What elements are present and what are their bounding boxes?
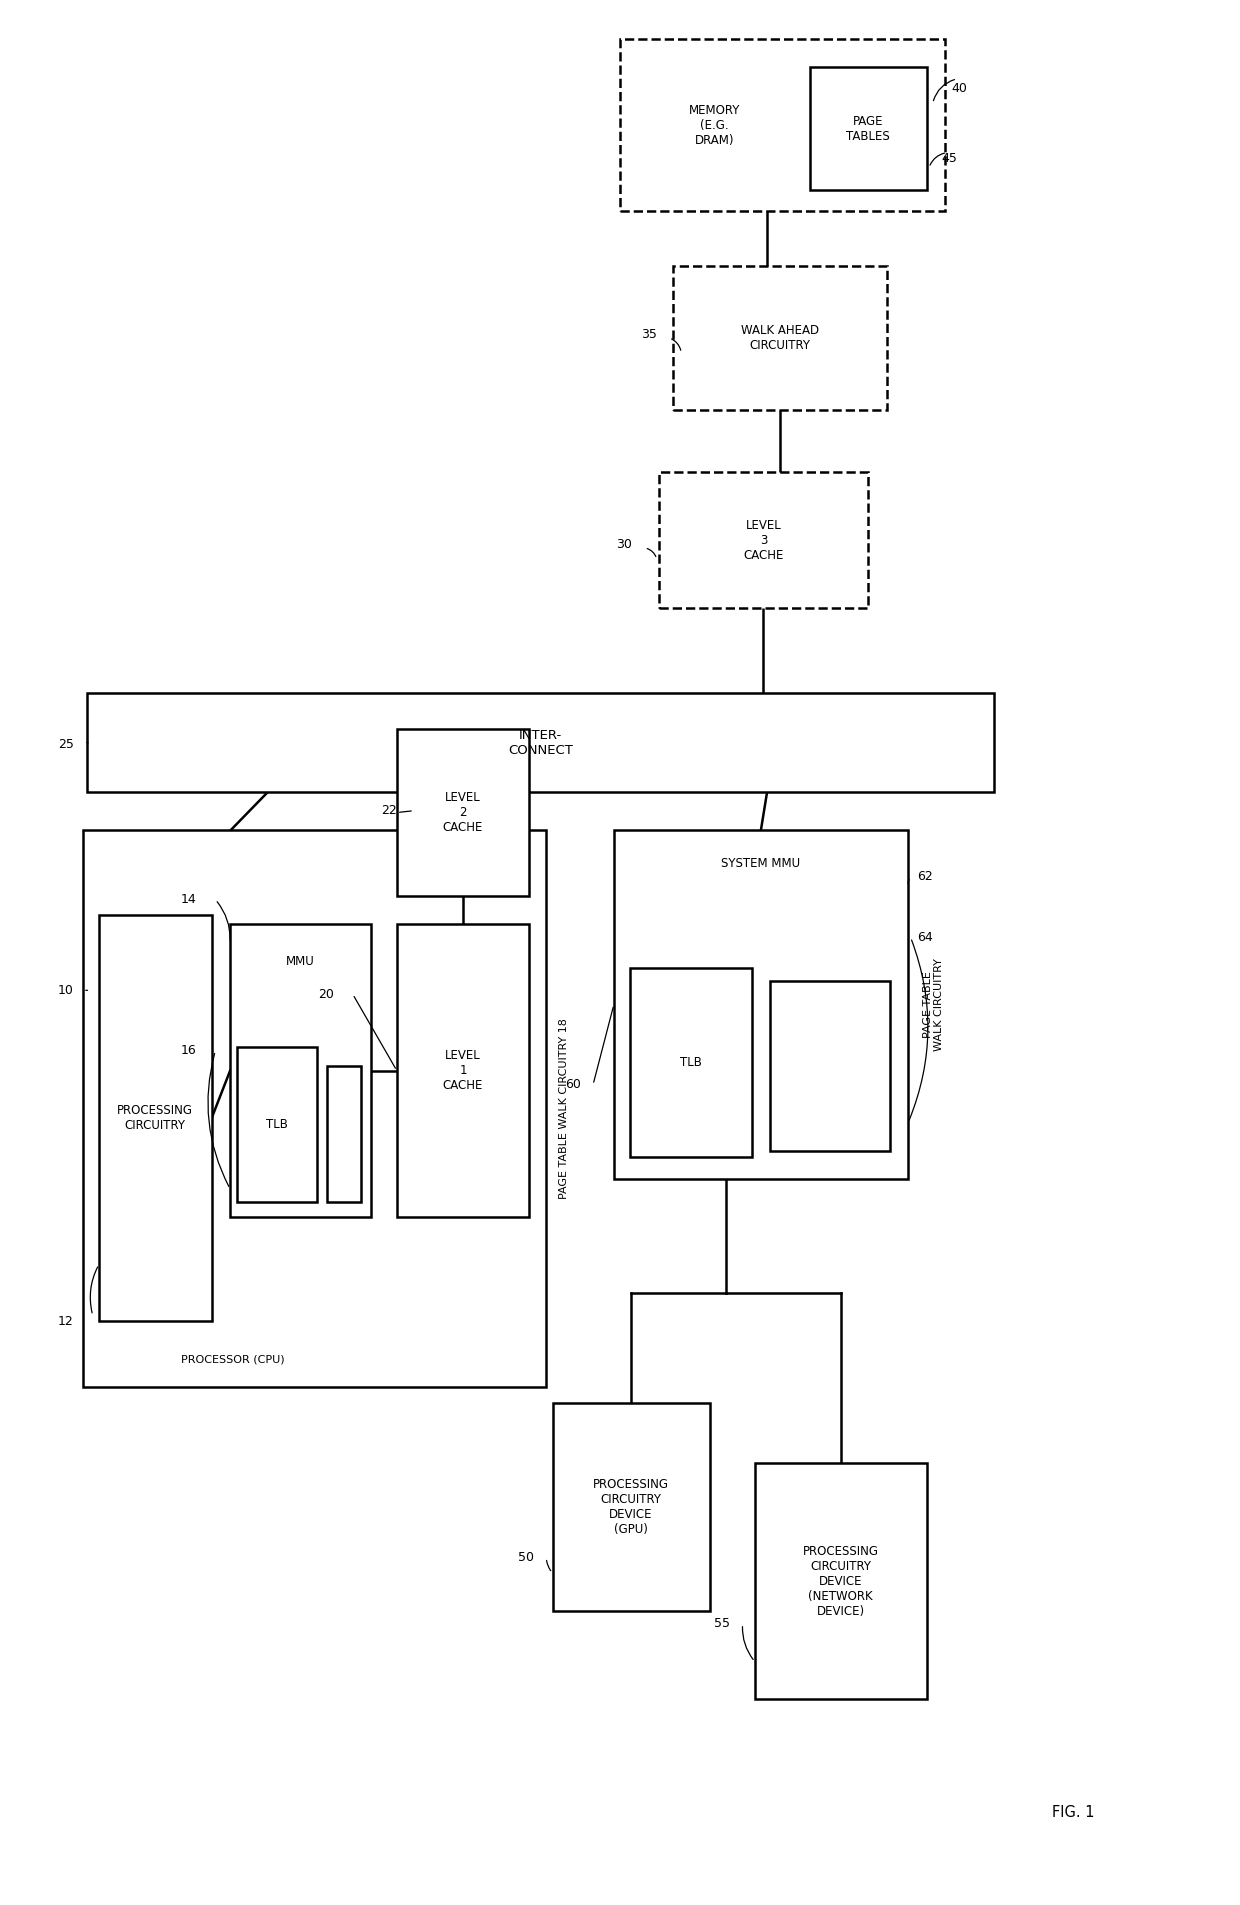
Text: FIG. 1: FIG. 1 [1053, 1806, 1095, 1821]
Text: MEMORY
(E.G.
DRAM): MEMORY (E.G. DRAM) [688, 103, 740, 147]
Bar [620, 40, 945, 211]
Text: 64: 64 [916, 932, 932, 943]
Bar [397, 730, 529, 895]
Text: PROCESSING
CIRCUITRY
DEVICE
(GPU): PROCESSING CIRCUITRY DEVICE (GPU) [593, 1478, 670, 1535]
Text: 16: 16 [181, 1044, 196, 1057]
Bar [673, 267, 888, 410]
Text: TLB: TLB [681, 1055, 702, 1069]
Bar [630, 968, 753, 1156]
Text: 40: 40 [951, 82, 967, 95]
Text: LEVEL
3
CACHE: LEVEL 3 CACHE [743, 518, 784, 562]
Bar [678, 272, 882, 404]
Text: 14: 14 [181, 893, 196, 907]
Text: 10: 10 [58, 983, 73, 996]
Bar [553, 1402, 709, 1610]
Text: 12: 12 [58, 1314, 73, 1328]
Text: LEVEL
1
CACHE: LEVEL 1 CACHE [443, 1050, 484, 1092]
Text: PROCESSING
CIRCUITRY: PROCESSING CIRCUITRY [118, 1105, 193, 1132]
Bar [755, 1463, 926, 1699]
Text: PROCESSING
CIRCUITRY
DEVICE
(NETWORK
DEVICE): PROCESSING CIRCUITRY DEVICE (NETWORK DEV… [802, 1545, 879, 1617]
Text: 55: 55 [714, 1617, 730, 1631]
Bar [626, 44, 939, 206]
Text: WALK AHEAD
CIRCUITRY: WALK AHEAD CIRCUITRY [742, 324, 820, 352]
Text: PAGE
TABLES: PAGE TABLES [847, 114, 890, 143]
Bar [327, 1067, 361, 1202]
Bar [83, 829, 547, 1387]
Text: SYSTEM MMU: SYSTEM MMU [722, 857, 801, 871]
Text: LEVEL
2
CACHE: LEVEL 2 CACHE [443, 791, 484, 834]
Text: MMU: MMU [286, 956, 315, 968]
Text: PAGE TABLE WALK CIRCUITRY 18: PAGE TABLE WALK CIRCUITRY 18 [559, 1017, 569, 1198]
Text: PROCESSOR (CPU): PROCESSOR (CPU) [181, 1354, 285, 1364]
Bar [614, 829, 908, 1179]
Bar [770, 981, 890, 1151]
Bar [237, 1048, 317, 1202]
Text: TLB: TLB [267, 1118, 288, 1132]
Text: 60: 60 [565, 1078, 580, 1092]
Bar [231, 924, 371, 1217]
Bar [810, 67, 926, 190]
Text: PAGE TABLE
WALK CIRCUITRY: PAGE TABLE WALK CIRCUITRY [923, 958, 945, 1052]
Bar [99, 914, 212, 1322]
Text: 50: 50 [518, 1551, 534, 1564]
Text: 25: 25 [58, 737, 73, 751]
Text: INTER-
CONNECT: INTER- CONNECT [508, 728, 573, 756]
Bar [397, 924, 529, 1217]
Bar [87, 693, 994, 792]
Text: 62: 62 [916, 871, 932, 884]
Text: 22: 22 [382, 804, 397, 817]
Text: 45: 45 [941, 152, 957, 164]
Text: 30: 30 [616, 537, 632, 551]
Text: 35: 35 [641, 328, 657, 341]
Text: 20: 20 [317, 987, 334, 1000]
Bar [660, 472, 868, 608]
